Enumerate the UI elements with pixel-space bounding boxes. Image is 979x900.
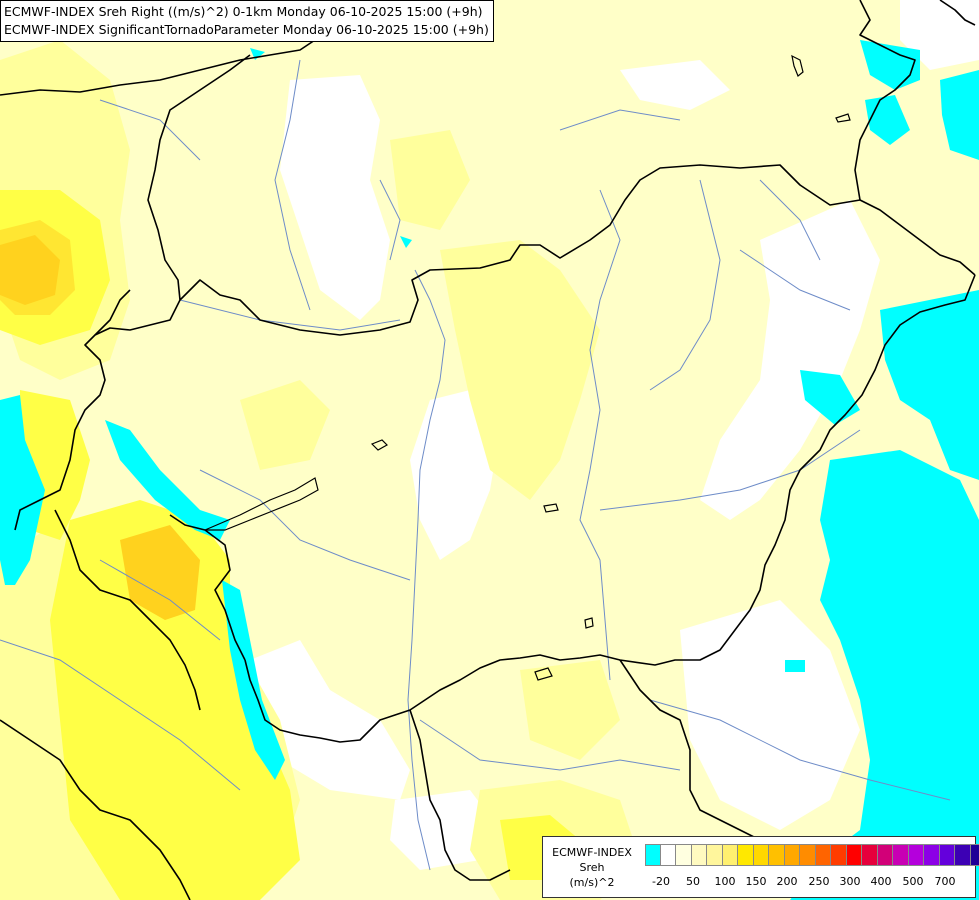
legend-swatch — [939, 844, 955, 866]
legend-swatch — [831, 844, 847, 866]
legend-title-line-1: ECMWF-INDEX — [552, 846, 632, 859]
legend-swatch — [846, 844, 862, 866]
legend-swatch — [924, 844, 940, 866]
legend-tick-label: 700 — [934, 875, 956, 888]
legend-color-bar — [645, 844, 979, 866]
negative-value-areas — [0, 40, 979, 900]
map-title-line-2: ECMWF-INDEX SignificantTornadoParameter … — [4, 22, 489, 37]
legend-swatch — [707, 844, 723, 866]
peak-value-areas — [0, 220, 200, 620]
legend-swatch — [676, 844, 692, 866]
legend-swatch — [893, 844, 909, 866]
legend-tick-label: 200 — [776, 875, 798, 888]
map-title-box: ECMWF-INDEX Sreh Right ((m/s)^2) 0-1km M… — [0, 0, 494, 42]
legend-title: ECMWF-INDEX Sreh (m/s)^2 — [547, 845, 637, 890]
legend-tick-label: 150 — [745, 875, 767, 888]
legend-tick-labels: -20 50 100 150 200 250 300 400 500 700 — [645, 875, 975, 889]
legend-swatch — [753, 844, 769, 866]
legend-swatch — [877, 844, 893, 866]
legend-swatch — [722, 844, 738, 866]
legend-tick-label: 100 — [714, 875, 736, 888]
legend-swatch — [955, 844, 971, 866]
legend-swatch — [645, 844, 661, 866]
legend-swatch — [815, 844, 831, 866]
legend-swatch — [784, 844, 800, 866]
legend-swatch — [660, 844, 676, 866]
legend-tick-label: 250 — [808, 875, 830, 888]
legend-swatch — [862, 844, 878, 866]
legend-tick-label: 500 — [902, 875, 924, 888]
legend-title-line-3: (m/s)^2 — [569, 876, 615, 889]
legend-swatch — [800, 844, 816, 866]
legend-tick-label: 400 — [870, 875, 892, 888]
legend-swatch — [908, 844, 924, 866]
legend-title-line-2: Sreh — [579, 861, 605, 874]
legend-swatch — [691, 844, 707, 866]
lakes — [204, 54, 851, 681]
rivers — [0, 59, 951, 871]
legend-tick-label: 300 — [839, 875, 861, 888]
legend-swatch — [970, 844, 979, 866]
map-title-line-1: ECMWF-INDEX Sreh Right ((m/s)^2) 0-1km M… — [4, 4, 483, 19]
color-legend: ECMWF-INDEX Sreh (m/s)^2 -20 50 100 150 200 2… — [542, 836, 979, 898]
legend-tick-label: 50 — [686, 875, 700, 888]
legend-swatch — [738, 844, 754, 866]
legend-tick-label: -20 — [652, 875, 670, 888]
legend-swatch — [769, 844, 785, 866]
